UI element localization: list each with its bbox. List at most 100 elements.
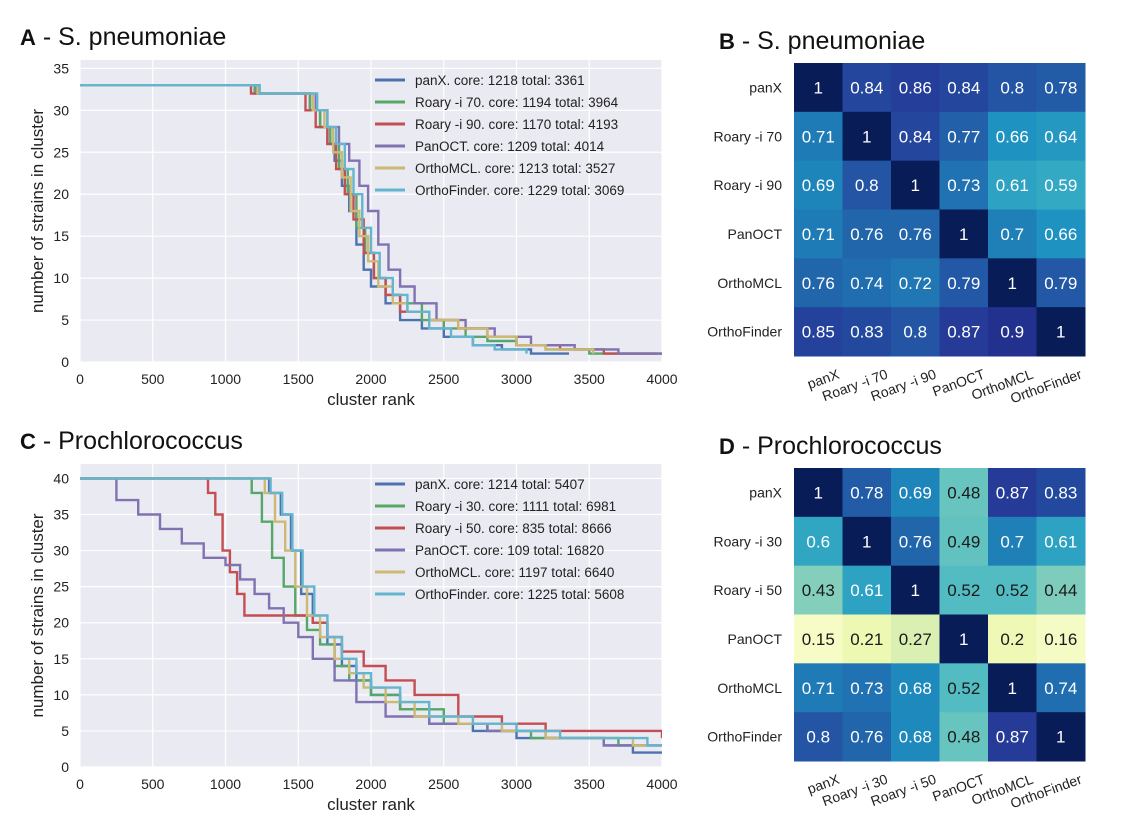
cell-value-label: 0.68 (899, 679, 932, 698)
heatmap-cell (1036, 614, 1086, 664)
heatmap-cell (1036, 111, 1086, 162)
legend-label: OrthoFinder. core: 1229 total: 3069 (415, 183, 624, 198)
panel-title-a: A - S. pneumoniae (20, 23, 226, 51)
legend-entry: Roary -i 70. core: 1194 total: 3964 (375, 95, 619, 110)
row-label: panX (749, 79, 782, 95)
heatmap-cell (891, 209, 940, 259)
x-tick-label: 1000 (210, 371, 241, 387)
heatmap-cell (939, 160, 989, 210)
x-tick-label: 1500 (283, 371, 314, 387)
heatmap-cell (988, 160, 1037, 210)
x-tick-label: 1500 (283, 776, 314, 792)
heatmap-cell (939, 468, 989, 518)
row-label: OrthoMCL (717, 680, 782, 696)
legend-entry: OrthoFinder. core: 1225 total: 5608 (375, 587, 624, 602)
heatmap-cell (939, 63, 989, 113)
cell-value-label: 0.76 (850, 728, 883, 747)
y-tick-label: 25 (53, 144, 69, 160)
cell-value-label: 1 (814, 78, 823, 97)
x-tick-label: 3000 (501, 371, 532, 387)
x-tick-label: 3500 (574, 371, 605, 387)
heatmap-cell (988, 209, 1037, 259)
panel-title-b: B - S. pneumoniae (719, 27, 925, 55)
y-tick-label: 10 (53, 687, 69, 703)
cell-value-label: 0.83 (850, 323, 883, 342)
heatmap-cell (1036, 712, 1086, 762)
cell-value-label: 0.8 (1000, 78, 1024, 97)
heatmap-cell (891, 111, 940, 162)
legend-label: panX. core: 1214 total: 5407 (415, 477, 585, 492)
panel-title-text: B - S. pneumoniae (719, 27, 925, 55)
heatmap-cell (891, 307, 940, 357)
cell-value-label: 0.6 (806, 532, 830, 551)
cell-value-label: 0.52 (947, 679, 980, 698)
row-label: panX (749, 484, 782, 500)
heatmap-cell (891, 258, 940, 308)
cell-value-label: 0.52 (996, 581, 1029, 600)
series-line (80, 477, 662, 747)
cell-value-label: 0.86 (899, 78, 932, 97)
cell-value-label: 0.59 (1044, 176, 1077, 195)
cell-value-label: 0.8 (903, 323, 927, 342)
y-tick-label: 10 (53, 270, 69, 286)
y-tick-label: 30 (53, 102, 69, 118)
row-label: PanOCT (728, 226, 783, 242)
cell-value-label: 0.84 (899, 127, 932, 146)
heatmap-cell (794, 111, 843, 162)
y-tick-label: 20 (53, 186, 69, 202)
panel-title: - Prochlorococcus (735, 432, 942, 460)
x-tick-label: 2500 (428, 776, 459, 792)
cell-value-label: 0.79 (947, 274, 980, 293)
heatmap-cell (842, 209, 892, 259)
cell-value-label: 0.69 (899, 483, 932, 502)
legend-entry: OrthoMCL. core: 1213 total: 3527 (375, 161, 615, 176)
cell-value-label: 0.71 (802, 225, 835, 244)
cell-value-label: 0.76 (899, 532, 932, 551)
heatmap-cell (939, 209, 989, 259)
heatmap-cell (988, 614, 1037, 664)
heatmap-cell (891, 663, 940, 713)
legend-entry: PanOCT. core: 109 total: 16820 (375, 543, 604, 558)
cell-value-label: 0.72 (899, 274, 932, 293)
panel-title-d: D - Prochlorococcus (719, 432, 942, 460)
y-tick-label: 0 (61, 354, 69, 370)
y-tick-label: 20 (53, 615, 69, 631)
heatmap-cell (891, 565, 940, 615)
series-line (80, 84, 528, 354)
heatmap-cell (988, 565, 1037, 615)
heatmap-cell (939, 258, 989, 308)
line-chart-a: 0 500 1000 1500 2000 2500 3000 3500 4000 0 5 10 15 20… (28, 60, 678, 409)
heatmap-cell (1036, 468, 1086, 518)
cell-value-label: 0.66 (996, 127, 1029, 146)
cell-value-label: 1 (959, 225, 968, 244)
panel-title: - Prochlorococcus (36, 427, 243, 455)
row-label: Roary -i 30 (714, 533, 783, 549)
panel-letter: B (719, 29, 735, 54)
cell-value-label: 0.84 (850, 78, 883, 97)
heatmap-cell (842, 63, 892, 113)
heatmap-cell (988, 307, 1037, 357)
y-axis-label: number of strains in cluster (28, 513, 47, 717)
x-tick-label: 4000 (646, 776, 677, 792)
cell-value-label: 0.49 (947, 532, 980, 551)
heatmap-cell (794, 712, 843, 762)
y-tick-label: 35 (53, 60, 69, 76)
heatmap-cell (842, 565, 892, 615)
cell-value-label: 0.9 (1000, 323, 1024, 342)
cell-value-label: 1 (1056, 728, 1065, 747)
x-tick-label: 2500 (428, 371, 459, 387)
cell-value-label: 0.8 (855, 176, 879, 195)
cell-value-label: 0.15 (802, 630, 835, 649)
legend-label: Roary -i 70. core: 1194 total: 3964 (415, 95, 619, 110)
panel-title-text: D - Prochlorococcus (719, 432, 942, 460)
panel-letter: C (20, 429, 36, 454)
panel-letter: A (20, 25, 36, 50)
heatmap-cell (1036, 258, 1086, 308)
heatmap-b: 1 0.84 0.86 0.84 0.8 0.780.71 1 0.84 0.77 0.66 0.6… (707, 63, 1086, 406)
x-tick-label: 500 (141, 371, 165, 387)
y-tick-label: 15 (53, 651, 69, 667)
heatmap-cell (891, 468, 940, 518)
y-tick-label: 30 (53, 543, 69, 559)
row-label: Roary -i 90 (714, 177, 783, 193)
